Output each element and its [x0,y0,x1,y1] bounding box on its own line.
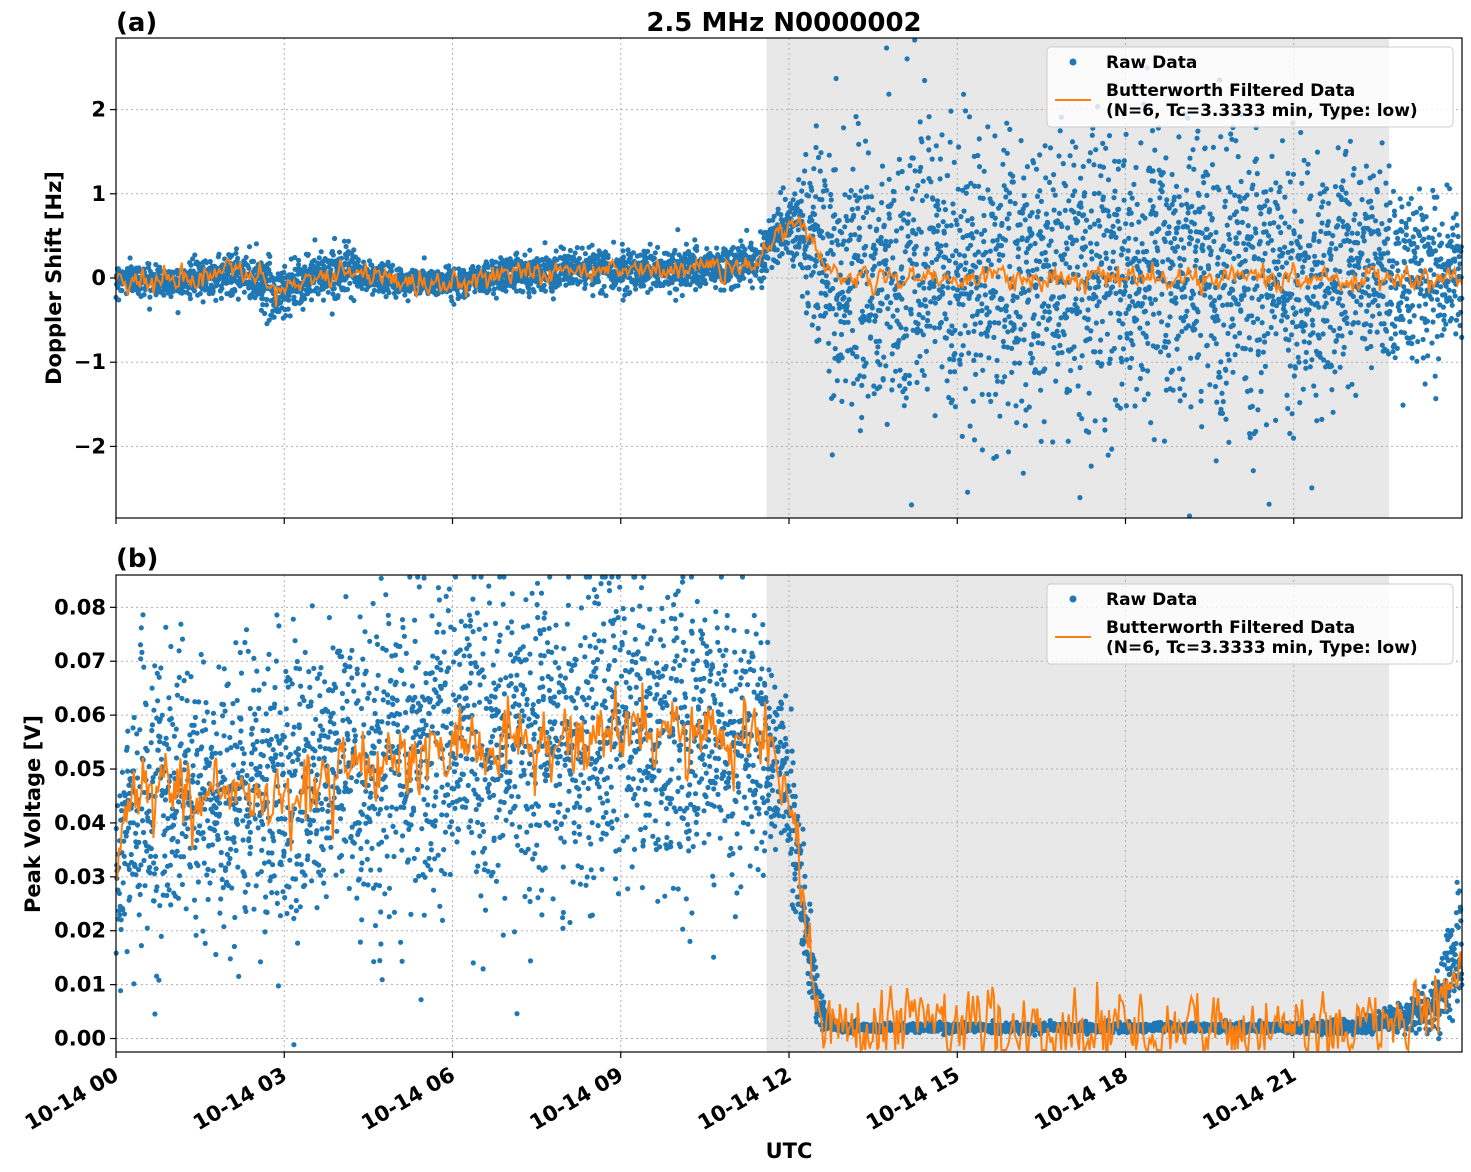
figure-title: 2.5 MHz N0000002 [646,8,921,38]
y-tick-label-4: 0.04 [54,811,106,835]
y-tick-label-4: 2 [91,98,106,122]
x-tick-label-3: 10-14 09 [525,1062,627,1135]
panel-b-marks [113,574,1465,1053]
panel-b-ylabel: Peak Voltage [V] [21,715,45,913]
panel-a-legend-box [1046,46,1454,128]
panel-a: −2 −1 0 1 2 (a) Doppler Shift [Hz] Raw Data … [42,8,1465,524]
panel-b-legend-box [1046,583,1454,665]
panel-b-ticks: 0.00 0.01 0.02 0.03 0.04 0.05 0.06 0.07 0.08 [54,595,1295,1058]
x-axis-label: UTC [766,1139,813,1163]
panel-a-ylabel: Doppler Shift [Hz] [42,171,66,385]
panel-a-legend-filtered-line2: (N=6, Tc=3.3333 min, Type: low) [1106,101,1418,121]
panel-a-ticks: −2 −1 0 1 2 [74,98,1295,524]
panel-b-legend-filtered-label: Butterworth Filtered Data (N=6, Tc=3.333… [1106,618,1418,658]
x-tick-label-7: 10-14 21 [1198,1062,1300,1135]
y-tick-label-6: 0.06 [54,703,106,727]
panel-b-legend-raw-marker [1069,595,1077,603]
panel-b-legend-raw-label: Raw Data [1106,590,1197,610]
y-tick-label-5: 0.05 [54,757,106,781]
x-tick-label-2: 10-14 06 [357,1062,459,1135]
y-tick-label-8: 0.08 [54,595,106,619]
panel-a-legend-filtered-line1: Butterworth Filtered Data [1106,81,1355,101]
y-tick-label-0: −2 [74,434,106,458]
filtered-data-line [115,682,1463,1053]
x-tick-label-4: 10-14 12 [694,1062,796,1135]
panel-b: 0.00 0.01 0.02 0.03 0.04 0.05 0.06 0.07 0.08 (b)… [21,544,1465,1058]
panel-a-legend-raw-label: Raw Data [1106,53,1197,73]
x-tick-labels: 10-14 00 10-14 03 10-14 06 10-14 09 10-14 12… [21,1062,1301,1135]
panel-b-label: (b) [116,544,158,574]
panel-a-legend-raw-marker [1069,58,1077,66]
panel-b-legend-filtered-line1: Butterworth Filtered Data [1106,618,1355,638]
filtered-data-line [115,216,1463,307]
panel-b-legend: Raw Data Butterworth Filtered Data (N=6,… [1046,583,1454,665]
panel-a-legend-filtered-label: Butterworth Filtered Data (N=6, Tc=3.333… [1106,81,1418,121]
y-tick-label-1: 0.01 [54,973,106,997]
panel-a-legend: Raw Data Butterworth Filtered Data (N=6,… [1046,46,1454,128]
y-tick-label-2: 0 [91,266,106,290]
y-tick-label-3: 0.03 [54,865,106,889]
y-tick-label-3: 1 [91,182,106,206]
y-tick-label-2: 0.02 [54,919,106,943]
x-tick-label-6: 10-14 18 [1030,1062,1132,1135]
panel-a-marks [113,37,1465,519]
x-tick-label-0: 10-14 00 [21,1062,123,1135]
y-tick-label-7: 0.07 [54,649,106,673]
x-tick-label-1: 10-14 03 [189,1062,291,1135]
y-tick-label-0: 0.00 [54,1027,106,1051]
panel-b-legend-filtered-line2: (N=6, Tc=3.3333 min, Type: low) [1106,638,1418,658]
y-tick-label-1: −1 [74,350,106,374]
panel-a-label: (a) [116,8,157,38]
x-tick-label-5: 10-14 15 [862,1062,964,1135]
